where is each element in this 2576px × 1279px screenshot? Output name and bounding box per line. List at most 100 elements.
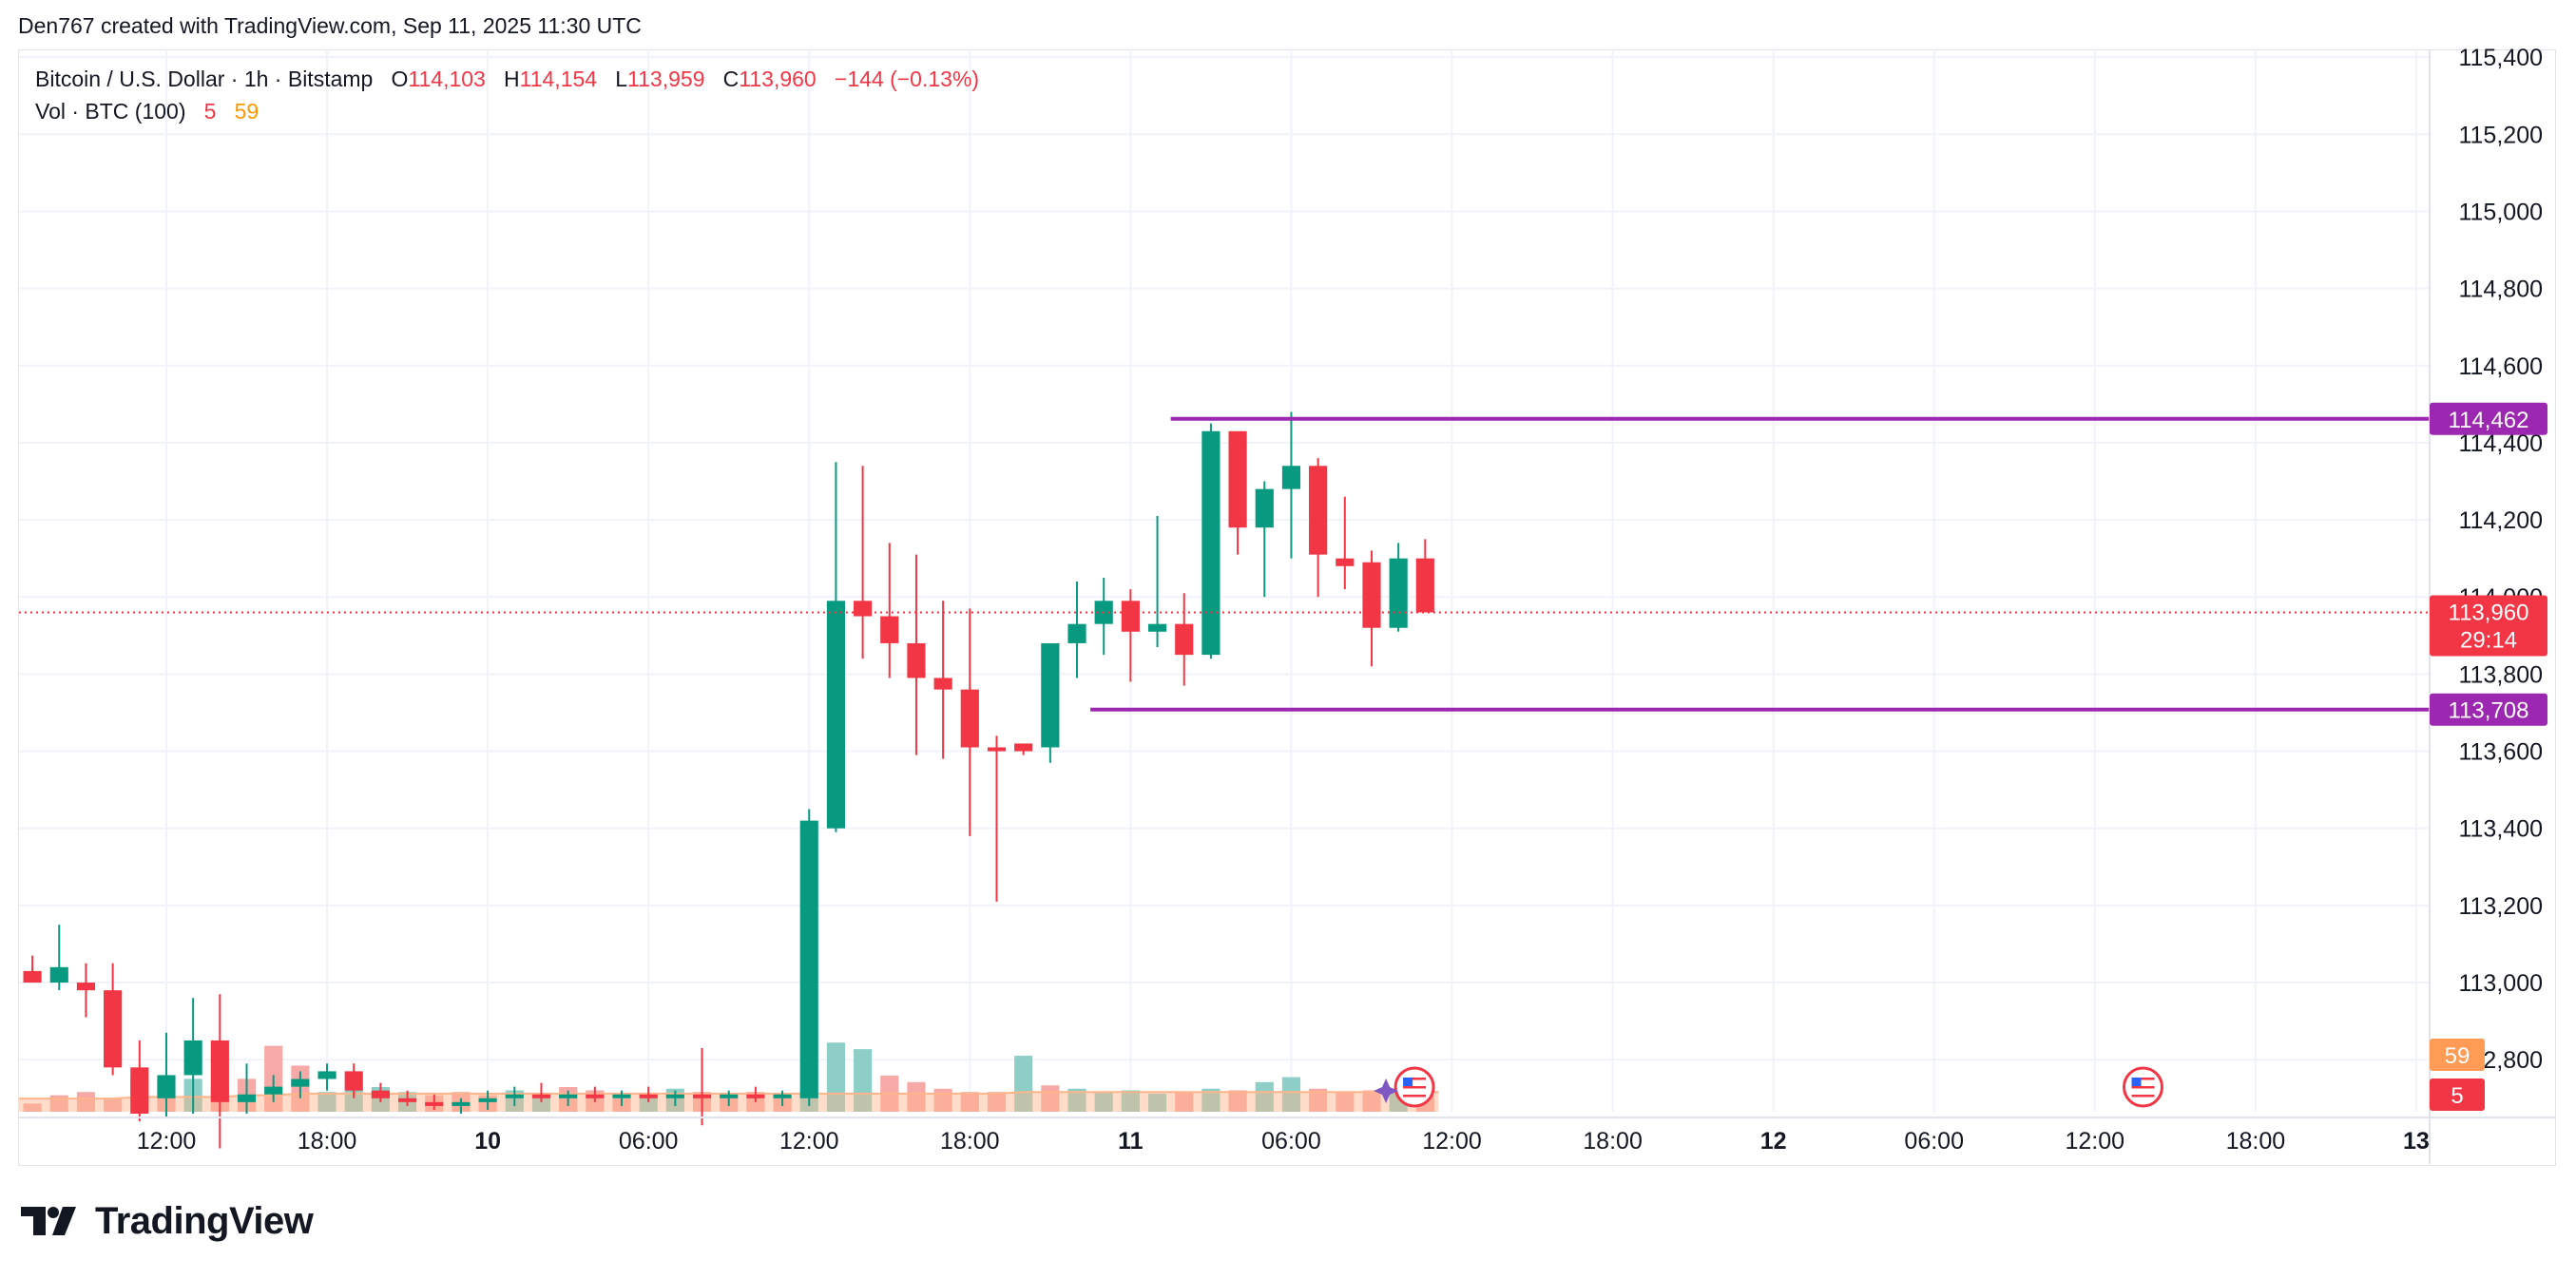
legend-change: −144 (−0.13%)	[834, 67, 980, 91]
volume-bar	[1014, 1056, 1033, 1112]
volume-bar	[1147, 1093, 1167, 1112]
candle-down	[397, 1090, 417, 1106]
candle-body	[907, 642, 926, 678]
candle-down	[854, 466, 873, 659]
tradingview-logo-text: TradingView	[95, 1199, 314, 1242]
candle-body	[1014, 743, 1033, 752]
legend-volume-ma-value: 59	[234, 99, 260, 124]
tradingview-logo[interactable]: TradingView	[21, 1199, 314, 1243]
legend-close-label: C	[722, 67, 740, 91]
candle-body	[1281, 466, 1301, 489]
level-lines	[19, 416, 2430, 712]
candle-down	[987, 735, 1007, 902]
candle-up	[452, 1098, 471, 1115]
candle-down	[746, 1086, 765, 1102]
volume-bar	[1175, 1092, 1194, 1112]
candle-body	[49, 966, 68, 983]
candle-up	[317, 1063, 336, 1091]
y-tick-label: 114,600	[2458, 353, 2543, 380]
candle-down	[1175, 593, 1194, 686]
axes: 112,800113,000113,200113,400113,600113,8…	[19, 45, 2555, 1164]
y-tick-label: 114,800	[2458, 277, 2543, 303]
volume-bar	[1228, 1090, 1247, 1112]
candle-body	[452, 1101, 471, 1106]
candle-body	[559, 1094, 578, 1098]
volume-bar	[1255, 1081, 1274, 1112]
candle-body	[1228, 430, 1247, 528]
economic-event-flag-icon[interactable]	[1394, 1066, 1435, 1108]
x-tick-label: 18:00	[298, 1128, 357, 1155]
candle-down	[692, 1048, 712, 1126]
candle-up	[1147, 516, 1167, 648]
candle-body	[104, 990, 123, 1068]
candle-body	[826, 601, 846, 829]
volume-bar	[1281, 1077, 1301, 1112]
x-tick-label: 06:00	[1261, 1128, 1321, 1155]
level-tag	[2430, 693, 2547, 726]
legend-volume-label[interactable]: Vol · BTC (100)	[35, 99, 186, 124]
candle-body	[1121, 601, 1140, 632]
candle-body	[1336, 558, 1355, 566]
candle-up	[1201, 423, 1221, 659]
flag-stripe	[1403, 1086, 1427, 1089]
chart-frame	[18, 49, 2556, 1166]
x-tick-label: 18:00	[1583, 1128, 1643, 1155]
candle-down	[907, 554, 926, 755]
flag-stripe	[1403, 1078, 1427, 1080]
legend-ohlc: Bitcoin / U.S. Dollar · 1h · Bitstamp O1…	[35, 67, 979, 92]
x-tick-label: 12	[1760, 1128, 1787, 1155]
legend-high-label: H	[504, 67, 520, 91]
candle-down	[1309, 458, 1328, 598]
flag-stripe	[2131, 1078, 2155, 1080]
candle-body	[1041, 642, 1060, 748]
candle-down	[933, 601, 952, 759]
candles	[23, 411, 1434, 1149]
y-tick-label: 114,200	[2458, 507, 2543, 534]
y-tick-label: 115,400	[2458, 45, 2543, 71]
flag-stripe	[1403, 1081, 1427, 1084]
flag-canton	[2131, 1078, 2142, 1086]
candle-body	[130, 1067, 149, 1115]
candle-down	[23, 955, 42, 983]
candle-body	[1147, 623, 1167, 632]
candle-up	[1281, 411, 1301, 559]
volume-bar	[960, 1092, 979, 1112]
candle-body	[478, 1098, 497, 1102]
candle-down	[104, 963, 123, 1076]
candle-up	[1067, 582, 1086, 678]
candle-down	[1228, 430, 1247, 555]
y-tick-label: 115,200	[2458, 122, 2543, 148]
candle-up	[1389, 543, 1408, 632]
candle-up	[773, 1090, 792, 1106]
legend-high-value: 114,154	[519, 67, 598, 91]
x-tick-label: 06:00	[619, 1128, 679, 1155]
candle-down	[344, 1063, 363, 1098]
volume-bar	[1201, 1088, 1221, 1112]
volume-bar	[104, 1098, 123, 1112]
candle-body	[1255, 488, 1274, 528]
y-tick-label: 115,000	[2458, 199, 2543, 225]
legend-symbol[interactable]: Bitcoin / U.S. Dollar · 1h · Bitstamp	[35, 67, 374, 91]
candle-down	[531, 1082, 551, 1102]
candle-body	[183, 1040, 202, 1076]
x-tick-label: 10	[474, 1128, 501, 1155]
flag-stripe	[2131, 1090, 2155, 1093]
candle-body	[1067, 623, 1086, 643]
candle-down	[880, 543, 899, 678]
flag-stripe	[2131, 1081, 2155, 1084]
economic-event-flag-icon[interactable]	[2122, 1066, 2163, 1108]
volume-tag	[2430, 1079, 2485, 1111]
legend-close-value: 113,960	[739, 67, 817, 91]
volume-tag	[2430, 1039, 2485, 1071]
candle-body	[1175, 623, 1194, 656]
candle-down	[586, 1086, 605, 1102]
candle-body	[237, 1094, 257, 1102]
current-price-tag	[2430, 595, 2547, 657]
flag-stripe	[2131, 1095, 2155, 1098]
volume-bar	[854, 1049, 873, 1112]
candle-down	[425, 1094, 444, 1110]
candle-up	[49, 925, 68, 991]
volume-bar	[1121, 1090, 1140, 1112]
candle-body	[264, 1086, 283, 1095]
